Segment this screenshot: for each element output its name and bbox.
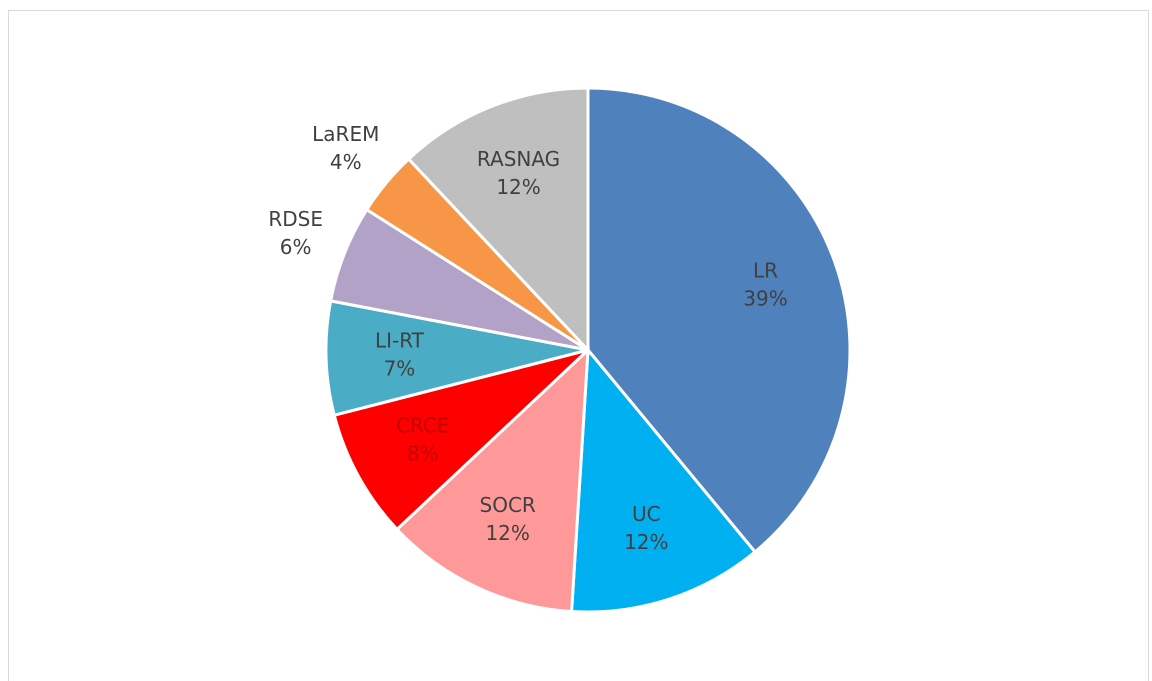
pie-slice: [332, 348, 590, 532]
slice-category-label: CRCE: [396, 413, 449, 437]
slice-value-label: 39%: [743, 287, 787, 311]
slice-category-label: RDSE: [268, 207, 323, 231]
slice-category-label: SOCR: [480, 493, 536, 517]
pie-slice: [569, 346, 758, 614]
slice-value-label: 12%: [624, 530, 668, 554]
slice-category-label: RASNAG: [477, 147, 560, 171]
pie-slice: [586, 86, 852, 554]
slice-value-label: 4%: [330, 150, 362, 174]
pie-slice: [324, 299, 589, 417]
pie-slice: [406, 86, 590, 354]
slice-category-label: LaREM: [312, 122, 379, 146]
slice-value-label: 6%: [280, 235, 312, 259]
slice-value-label: 12%: [485, 521, 529, 545]
slice-value-label: 8%: [407, 441, 439, 465]
slice-category-label: UC: [632, 502, 661, 526]
slice-value-label: 12%: [496, 175, 540, 199]
slice-category-label: LR: [753, 259, 778, 283]
slice-category-label: LI-RT: [375, 328, 425, 352]
pie-slice: [394, 346, 590, 614]
slice-value-label: 7%: [384, 356, 416, 380]
